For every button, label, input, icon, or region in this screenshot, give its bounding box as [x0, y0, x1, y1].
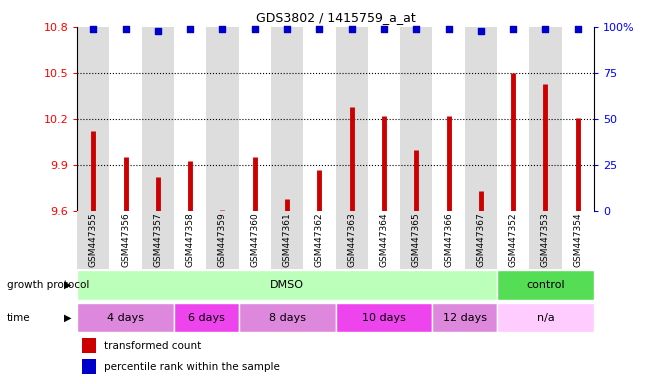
Point	[443, 26, 454, 32]
Text: GSM447363: GSM447363	[347, 212, 356, 267]
Point	[282, 26, 293, 32]
Point	[476, 28, 486, 34]
Bar	[336, 27, 368, 211]
Point	[540, 26, 551, 32]
Text: 4 days: 4 days	[107, 313, 144, 323]
Point	[378, 26, 389, 32]
Point	[572, 26, 583, 32]
Bar	[77, 211, 109, 269]
Text: ▶: ▶	[64, 280, 71, 290]
Bar	[239, 211, 271, 269]
Bar	[174, 27, 207, 211]
Point	[346, 26, 357, 32]
Text: ▶: ▶	[64, 313, 71, 323]
Text: GSM447353: GSM447353	[541, 212, 550, 267]
Bar	[336, 211, 368, 269]
Text: percentile rank within the sample: percentile rank within the sample	[104, 362, 280, 372]
Bar	[465, 211, 497, 269]
Text: GSM447361: GSM447361	[282, 212, 292, 267]
Text: GSM447367: GSM447367	[476, 212, 485, 267]
Text: GSM447352: GSM447352	[509, 212, 517, 267]
Text: GSM447366: GSM447366	[444, 212, 453, 267]
Text: GSM447364: GSM447364	[379, 212, 389, 267]
Point	[152, 28, 163, 34]
Text: GSM447354: GSM447354	[573, 212, 582, 267]
Text: 10 days: 10 days	[362, 313, 406, 323]
Bar	[239, 303, 336, 333]
Bar	[368, 211, 400, 269]
Bar	[432, 211, 465, 269]
Text: 12 days: 12 days	[443, 313, 486, 323]
Bar	[529, 27, 562, 211]
Point	[314, 26, 325, 32]
Bar	[497, 211, 529, 269]
Bar	[109, 27, 142, 211]
Point	[217, 26, 228, 32]
Bar	[303, 27, 336, 211]
Point	[250, 26, 260, 32]
Bar	[77, 270, 497, 300]
Text: n/a: n/a	[537, 313, 554, 323]
Bar	[368, 27, 400, 211]
Text: GSM447357: GSM447357	[154, 212, 162, 267]
Bar	[174, 303, 239, 333]
Bar	[562, 211, 594, 269]
Bar	[303, 211, 336, 269]
Text: DMSO: DMSO	[270, 280, 304, 290]
Bar	[529, 211, 562, 269]
Bar	[83, 338, 96, 353]
Text: GSM447360: GSM447360	[250, 212, 259, 267]
Bar	[271, 27, 303, 211]
Text: growth protocol: growth protocol	[7, 280, 89, 290]
Text: GSM447365: GSM447365	[412, 212, 421, 267]
Point	[508, 26, 519, 32]
Bar	[271, 211, 303, 269]
Bar	[400, 27, 432, 211]
Text: GSM447358: GSM447358	[186, 212, 195, 267]
Point	[88, 26, 99, 32]
Title: GDS3802 / 1415759_a_at: GDS3802 / 1415759_a_at	[256, 11, 415, 24]
Bar	[336, 303, 432, 333]
Text: time: time	[7, 313, 30, 323]
Bar	[142, 211, 174, 269]
Text: GSM447355: GSM447355	[89, 212, 98, 267]
Bar	[207, 27, 239, 211]
Bar	[142, 27, 174, 211]
Point	[185, 26, 195, 32]
Bar	[497, 270, 594, 300]
Bar	[432, 27, 465, 211]
Text: transformed count: transformed count	[104, 341, 201, 351]
Bar	[497, 27, 529, 211]
Bar	[432, 303, 497, 333]
Bar	[239, 27, 271, 211]
Bar	[174, 211, 207, 269]
Bar	[77, 303, 174, 333]
Text: control: control	[526, 280, 565, 290]
Point	[120, 26, 131, 32]
Text: 8 days: 8 days	[268, 313, 305, 323]
Bar	[207, 211, 239, 269]
Bar	[465, 27, 497, 211]
Bar	[77, 27, 109, 211]
Text: GSM447356: GSM447356	[121, 212, 130, 267]
Bar	[109, 211, 142, 269]
Point	[411, 26, 421, 32]
Bar	[400, 211, 432, 269]
Text: GSM447362: GSM447362	[315, 212, 324, 267]
Bar	[562, 27, 594, 211]
Text: GSM447359: GSM447359	[218, 212, 227, 267]
Bar	[83, 359, 96, 374]
Text: 6 days: 6 days	[188, 313, 225, 323]
Bar	[497, 303, 594, 333]
